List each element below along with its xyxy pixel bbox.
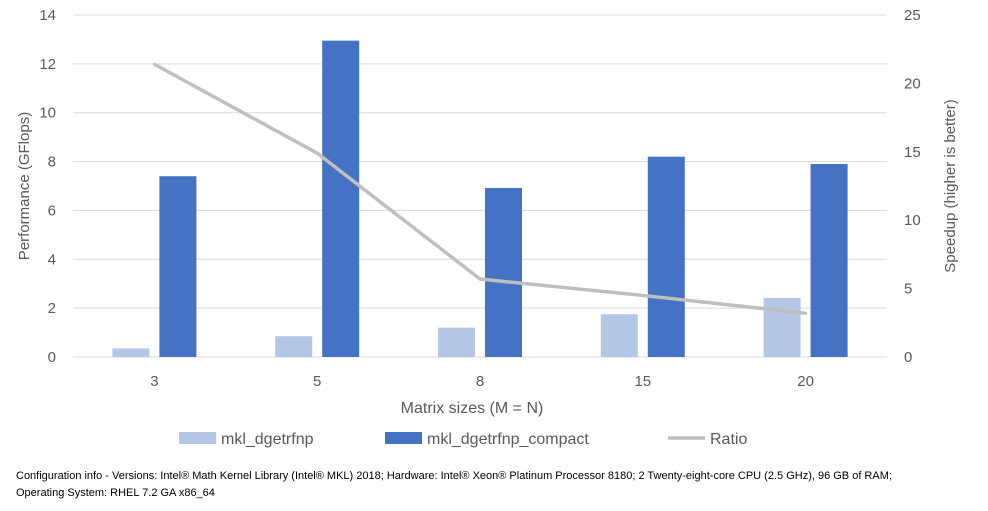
y-tick-label: 10 [39,105,56,122]
bar-mkl_dgetrfnp_compact-8 [485,187,522,357]
bar-mkl_dgetrfnp-20 [763,297,801,357]
y2-tick-label: 5 [904,281,912,298]
x-tick-label: 8 [476,373,484,390]
bar-mkl_dgetrfnp-15 [600,314,638,357]
footnote-line-1: Configuration info - Versions: Intel® Ma… [16,470,892,482]
y-tick-label: 6 [48,202,56,219]
x-tick-label: 3 [150,373,158,390]
x-axis-title: Matrix sizes (M = N) [401,400,544,417]
y-axis-title: Performance (GFlops) [16,112,33,260]
legend-swatch-mkl_dgetrfnp_compact [385,432,422,444]
series-line-Ratio [153,62,806,315]
bar-mkl_dgetrfnp_compact-20 [810,164,848,357]
ratio-line-layer [152,62,808,315]
y2-tick-label: 15 [904,144,921,161]
y-tick-label: 2 [48,300,56,317]
legend-swatch-mkl_dgetrfnp [179,432,216,444]
gridlines [73,14,887,358]
configuration-footnote: Configuration info - Versions: Intel® Ma… [16,468,976,502]
y-tick-label: 0 [48,349,56,366]
bars [112,40,848,358]
x-tick-label: 20 [797,373,814,390]
footnote-line-2: Operating System: RHEL 7.2 GA x86_64 [16,487,215,499]
y2-tick-label: 25 [904,7,921,24]
bar-mkl_dgetrfnp-5 [275,336,313,357]
ratio-point-3 [152,62,156,66]
y-tick-label: 12 [39,56,56,73]
axes: 0 2 4 6 8 10 12 14 0 5 10 15 20 25 3 5 8 15 20 [39,7,920,390]
y-tick-label: 4 [48,251,56,268]
bar-mkl_dgetrfnp_compact-15 [647,156,685,357]
legend: mkl_dgetrfnp mkl_dgetrfnp_compact Ratio [179,431,747,448]
y2-tick-label: 20 [904,75,921,92]
ratio-point-5 [315,151,319,155]
legend-label-mkl_dgetrfnp: mkl_dgetrfnp [221,431,314,448]
ratio-point-15 [641,293,645,297]
ratio-point-8 [478,277,482,281]
y-tick-label: 8 [48,154,56,171]
x-tick-label: 5 [313,373,321,390]
bar-mkl_dgetrfnp_compact-3 [159,176,197,357]
bar-mkl_dgetrfnp-8 [438,327,475,357]
bar-mkl_dgetrfnp_compact-5 [322,40,360,358]
y2-tick-label: 0 [904,349,912,366]
y2-tick-label: 10 [904,212,921,229]
x-tick-label: 15 [634,373,651,390]
ratio-point-20 [804,311,808,315]
y-tick-label: 14 [39,7,56,24]
legend-label-Ratio: Ratio [710,431,747,448]
bar-mkl_dgetrfnp-3 [112,348,150,357]
legend-label-mkl_dgetrfnp_compact: mkl_dgetrfnp_compact [427,431,589,448]
y2-axis-title: Speedup (higher is better) [942,99,959,272]
